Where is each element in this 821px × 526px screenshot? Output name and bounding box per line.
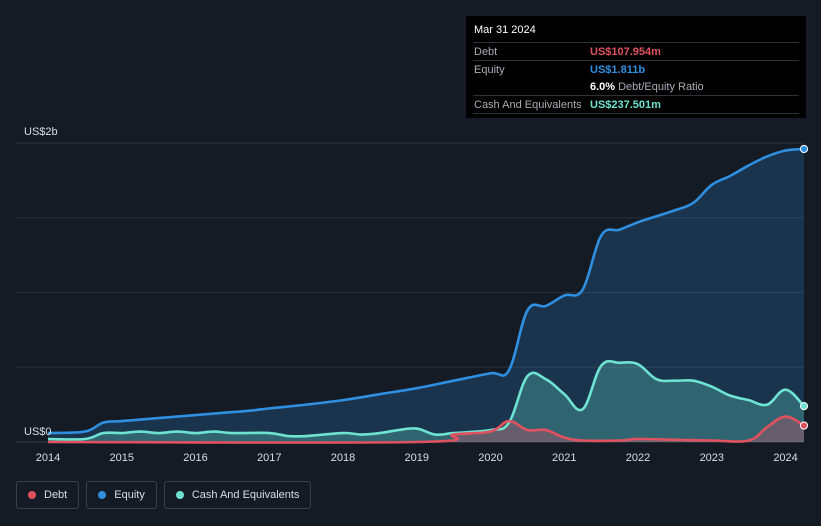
x-tick-label-2024: 2024 xyxy=(773,452,797,464)
tooltip-cash-label: Cash And Equivalents xyxy=(474,98,582,111)
tooltip-row-equity: Equity US$1.811b xyxy=(473,60,799,78)
y-tick-label-bottom: US$0 xyxy=(24,426,52,438)
tooltip-row-cash: Cash And Equivalents US$237.501m xyxy=(473,95,799,114)
chart-areas xyxy=(48,148,804,443)
area-equity xyxy=(48,148,804,443)
legend-label-cash: Cash And Equivalents xyxy=(191,489,300,501)
line-equity xyxy=(47,147,805,435)
legend-item-cash[interactable]: Cash And Equivalents xyxy=(163,481,312,509)
legend-item-debt[interactable]: Debt xyxy=(16,481,80,509)
line-cash xyxy=(47,359,805,441)
x-axis-labels: 2014 2015 2016 2017 2018 2019 2020 2021 2022 2023… xyxy=(36,452,798,464)
tooltip-date: Mar 31 2024 xyxy=(474,24,536,36)
legend-item-equity[interactable]: Equity xyxy=(86,481,157,509)
legend-dot-cash-icon xyxy=(175,491,184,499)
x-tick-label-2023: 2023 xyxy=(700,452,724,464)
area-cash xyxy=(48,361,804,442)
legend-dot-debt-icon xyxy=(28,491,36,499)
legend-label-equity: Equity xyxy=(114,489,145,501)
chart-lines xyxy=(47,147,805,444)
tooltip-row-debt: Debt US$107.954m xyxy=(473,42,799,60)
x-tick-label-2021: 2021 xyxy=(552,452,576,464)
tooltip-ratio-label: Debt/Equity Ratio xyxy=(618,80,704,93)
x-tick-label-2017: 2017 xyxy=(257,452,281,464)
x-tick-label-2015: 2015 xyxy=(110,452,134,464)
x-tick-label-2022: 2022 xyxy=(626,452,650,464)
chart-end-markers xyxy=(799,144,809,430)
end-marker-equity[interactable] xyxy=(799,144,809,154)
tooltip-debt-label: Debt xyxy=(474,45,498,58)
tooltip-row-ratio: 6.0% Debt/Equity Ratio xyxy=(473,78,799,95)
y-tick-label-top: US$2b xyxy=(24,126,58,138)
x-tick-label-2014: 2014 xyxy=(36,452,60,464)
x-tick-label-2019: 2019 xyxy=(405,452,429,464)
tooltip-debt-value: US$107.954m xyxy=(590,45,661,58)
x-tick-label-2016: 2016 xyxy=(183,452,207,464)
end-marker-debt[interactable] xyxy=(799,421,809,430)
legend-dot-equity-icon xyxy=(98,491,107,499)
x-tick-label-2020: 2020 xyxy=(478,452,502,464)
legend-label-debt: Debt xyxy=(44,489,68,501)
tooltip-equity-value: US$1.811b xyxy=(590,63,646,76)
tooltip-panel: Mar 31 2024 Debt US$107.954m Equity US$1… xyxy=(466,16,806,118)
tooltip-ratio-value: 6.0% xyxy=(590,80,616,93)
end-marker-cash[interactable] xyxy=(799,402,809,411)
y-axis-labels: US$2b US$0 xyxy=(24,126,58,438)
tooltip-equity-label: Equity xyxy=(474,63,505,76)
line-debt xyxy=(47,415,805,444)
chart-legend: Debt Equity Cash And Equivalents xyxy=(16,481,312,511)
tooltip-cash-value: US$237.501m xyxy=(590,98,661,111)
x-tick-label-2018: 2018 xyxy=(331,452,355,464)
